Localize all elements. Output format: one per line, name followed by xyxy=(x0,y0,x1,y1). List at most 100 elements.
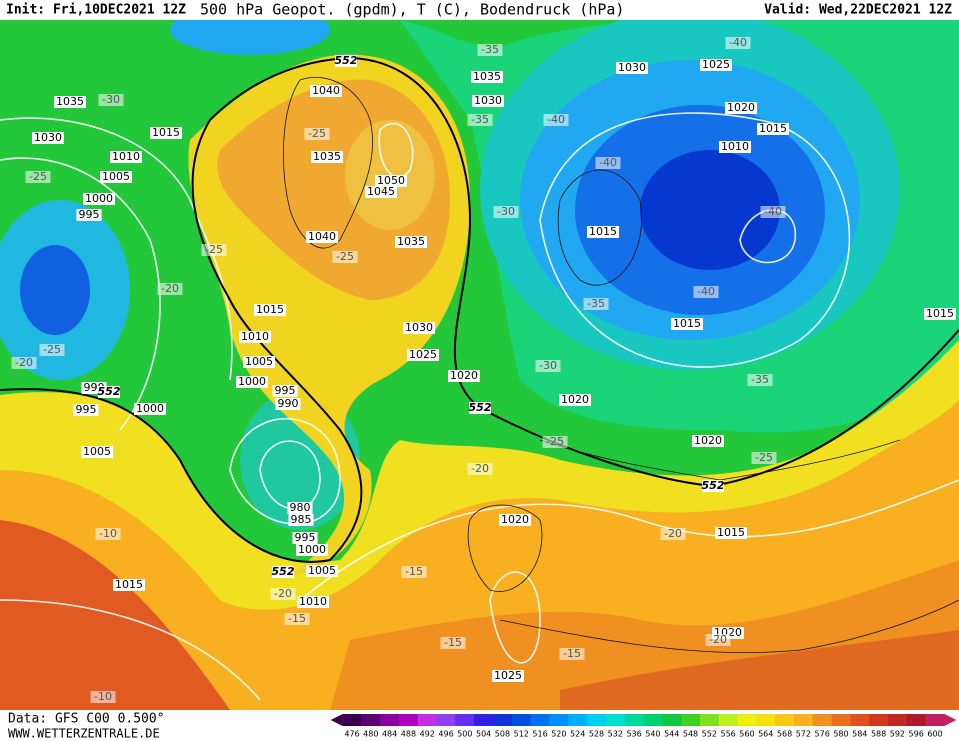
contour-552 xyxy=(0,56,959,563)
pressure-label: 1025 xyxy=(409,348,437,361)
colorbar-swatch xyxy=(643,714,663,726)
pressure-label: 1045 xyxy=(367,185,395,198)
label-box xyxy=(467,114,493,126)
colorbar-label: 580 xyxy=(833,730,848,739)
colorbar-label: 480 xyxy=(363,730,378,739)
pressure-label: 1015 xyxy=(717,526,745,539)
valid-time: Valid: Wed,22DEC2021 12Z xyxy=(764,3,952,18)
colorbar-label: 596 xyxy=(909,730,924,739)
pressure-label: 1010 xyxy=(299,595,327,608)
label-box xyxy=(275,398,301,410)
label-box xyxy=(499,514,531,526)
label-box xyxy=(81,446,113,458)
label-box xyxy=(110,151,142,163)
temperature-label: -15 xyxy=(563,647,581,660)
pressure-label: 1030 xyxy=(34,131,62,144)
label-box xyxy=(76,209,102,221)
label-box xyxy=(296,544,328,556)
label-box xyxy=(90,691,116,703)
temperature-label: -10 xyxy=(94,690,112,703)
colorbar-label: 588 xyxy=(871,730,886,739)
contour-label: 552 xyxy=(702,479,725,492)
colorbar-swatch xyxy=(775,714,795,726)
colorbar-swatch xyxy=(605,714,625,726)
colorbar-swatch xyxy=(399,714,419,726)
label-box xyxy=(254,304,286,316)
colorbar-arrow xyxy=(330,714,343,726)
label-box xyxy=(306,565,338,577)
label-box xyxy=(100,171,132,183)
label-box xyxy=(288,514,314,526)
temperature-label: -35 xyxy=(587,297,605,310)
pressure-label: 1015 xyxy=(152,126,180,139)
pressure-label: 1005 xyxy=(102,170,130,183)
pressure-label: 1030 xyxy=(618,61,646,74)
label-box xyxy=(201,244,227,256)
colorbar-swatch xyxy=(718,714,738,726)
colorbar-swatch xyxy=(624,714,644,726)
temperature-label: -20 xyxy=(664,527,682,540)
colorbar-label: 564 xyxy=(758,730,773,739)
label-box xyxy=(725,102,757,114)
colorbar-label: 552 xyxy=(702,730,717,739)
temperature-label: -20 xyxy=(161,282,179,295)
colorbar-swatch xyxy=(737,714,757,726)
label-box xyxy=(239,331,271,343)
label-box xyxy=(715,527,747,539)
pressure-label: 1015 xyxy=(673,317,701,330)
colorbar-swatch xyxy=(587,714,607,726)
temperature-label: -20 xyxy=(471,462,489,475)
colorbar-label: 576 xyxy=(815,730,830,739)
pressure-label: 995 xyxy=(76,403,97,416)
colorbar-label: 544 xyxy=(664,730,679,739)
temperature-label: -25 xyxy=(308,127,326,140)
label-box xyxy=(272,385,298,397)
colorbar-label: 512 xyxy=(514,730,529,739)
label-box xyxy=(11,357,37,369)
pressure-label: 1000 xyxy=(136,402,164,415)
site: WWW.WETTERZENTRALE.DE xyxy=(8,727,160,741)
contour-label-box xyxy=(98,386,120,398)
temperature-label: -25 xyxy=(29,170,47,183)
label-box xyxy=(660,528,686,540)
pressure-label: 1010 xyxy=(112,150,140,163)
colorbar-swatch xyxy=(549,714,569,726)
label-box xyxy=(616,62,648,74)
pressure-label: 1025 xyxy=(702,58,730,71)
contour-label: 552 xyxy=(98,385,121,398)
init-time: Init: Fri,10DEC2021 12Z xyxy=(6,3,186,18)
pressure-label: 1020 xyxy=(501,513,529,526)
pressure-label: 1030 xyxy=(405,321,433,334)
pressure-label: 1005 xyxy=(245,355,273,368)
temperature-label: -20 xyxy=(274,587,292,600)
pressure-label: 1020 xyxy=(561,393,589,406)
pressure-label: 1030 xyxy=(474,94,502,107)
label-box xyxy=(310,85,342,97)
contour-label: 552 xyxy=(272,565,295,578)
temperature-label: -40 xyxy=(729,36,747,49)
colorbar-swatch xyxy=(530,714,550,726)
label-box xyxy=(113,579,145,591)
label-box xyxy=(39,344,65,356)
colorbar-label: 488 xyxy=(401,730,416,739)
label-box xyxy=(395,236,427,248)
label-box xyxy=(692,435,724,447)
label-box xyxy=(595,157,621,169)
colorbar-swatch xyxy=(511,714,531,726)
colorbar-swatch xyxy=(831,714,851,726)
colorbar-label: 568 xyxy=(777,730,792,739)
label-box xyxy=(243,356,275,368)
colorbar-label: 484 xyxy=(382,730,397,739)
pressure-label: 1000 xyxy=(238,375,266,388)
label-box xyxy=(83,193,115,205)
colorbar-label: 556 xyxy=(720,730,735,739)
contour-label-box xyxy=(469,402,491,414)
label-box xyxy=(472,95,504,107)
temperature-label: -40 xyxy=(547,113,565,126)
colorbar-label: 592 xyxy=(890,730,905,739)
pressure-label: 990 xyxy=(278,397,299,410)
label-box xyxy=(150,127,182,139)
colorbar-label: 496 xyxy=(438,730,453,739)
colorbar-swatch xyxy=(812,714,832,726)
label-box xyxy=(407,349,439,361)
